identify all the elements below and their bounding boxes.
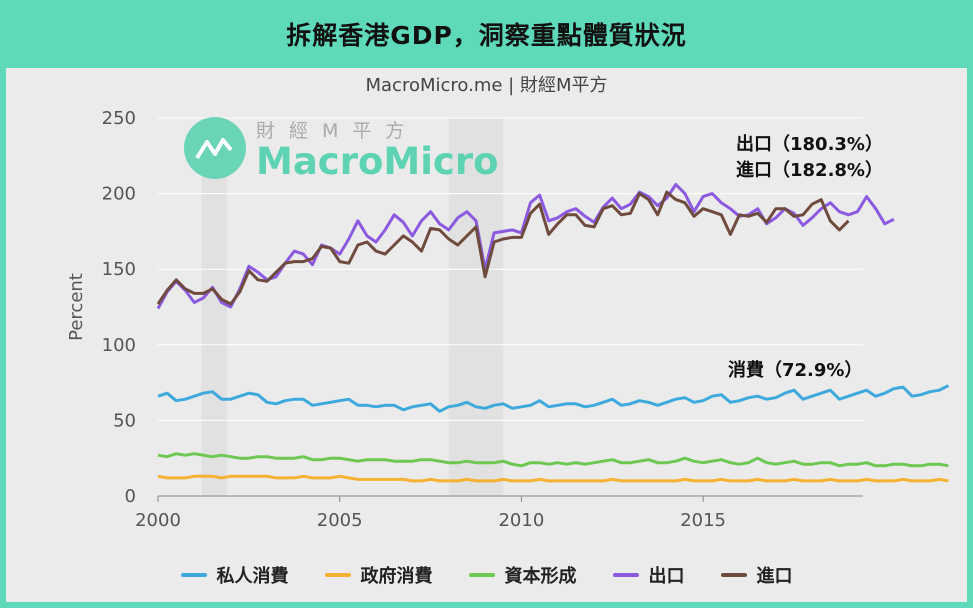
import-annotation: 進口（182.8%） (736, 160, 883, 181)
header: 拆解香港GDP，洞察重點體質狀況 (0, 0, 973, 68)
legend-swatch (180, 573, 207, 577)
x-tick-label: 2005 (317, 510, 363, 531)
legend-swatch (324, 573, 351, 577)
macromicro-logo-icon (184, 117, 246, 179)
legend-item-imports[interactable]: 進口 (720, 562, 793, 588)
legend-label: 進口 (756, 566, 793, 587)
consumption-annotation: 消費（72.9%） (728, 360, 863, 381)
legend-item-exports[interactable]: 出口 (612, 562, 685, 588)
legend-swatch (720, 573, 747, 577)
shaded-period (448, 118, 504, 496)
y-tick-label: 200 (102, 184, 136, 205)
logo-cn-text: 財經M平方 (256, 120, 419, 142)
series-line-1 (157, 474, 949, 483)
legend-swatch (468, 573, 495, 577)
series-line-4 (156, 190, 850, 306)
chart-legend: 私人消費 政府消費 資本形成 出口 進口 (6, 562, 967, 588)
legend-label: 資本形成 (504, 566, 577, 587)
legend-item-capital-formation[interactable]: 資本形成 (468, 562, 577, 588)
line-chart: 0 50 100 150 200 250 2000 2005 2010 2015 Percent (66, 108, 950, 531)
x-tick-label: 2000 (135, 510, 181, 531)
legend-item-government-consumption[interactable]: 政府消費 (324, 562, 433, 588)
legend-swatch (612, 573, 639, 577)
series-line-0 (157, 384, 950, 413)
chart-panel: MacroMicro.me | 財經M平方 0 50 100 150 200 250 200… (6, 68, 967, 602)
series-line-3 (156, 183, 895, 310)
page-title: 拆解香港GDP，洞察重點體質狀況 (286, 21, 687, 50)
legend-label: 政府消費 (360, 566, 433, 587)
export-annotation: 出口（180.3%） (736, 134, 883, 155)
y-tick-label: 250 (102, 108, 136, 129)
watermark-logo: 財經M平方 MacroMicro (184, 116, 499, 180)
series-line-2 (157, 452, 949, 468)
y-tick-label: 50 (113, 410, 136, 431)
legend-label: 私人消費 (216, 566, 289, 587)
legend-item-private-consumption[interactable]: 私人消費 (180, 562, 289, 588)
shaded-period (201, 118, 228, 496)
y-tick-label: 150 (102, 259, 136, 280)
y-axis-label: Percent (66, 273, 87, 341)
y-tick-label: 100 (102, 335, 136, 356)
legend-label: 出口 (648, 566, 685, 587)
y-tick-label: 0 (125, 486, 136, 507)
x-tick-label: 2015 (680, 510, 726, 531)
logo-en-text: MacroMicro (256, 140, 499, 183)
chart-subtitle: MacroMicro.me | 財經M平方 (365, 75, 608, 96)
x-tick-label: 2010 (498, 510, 544, 531)
